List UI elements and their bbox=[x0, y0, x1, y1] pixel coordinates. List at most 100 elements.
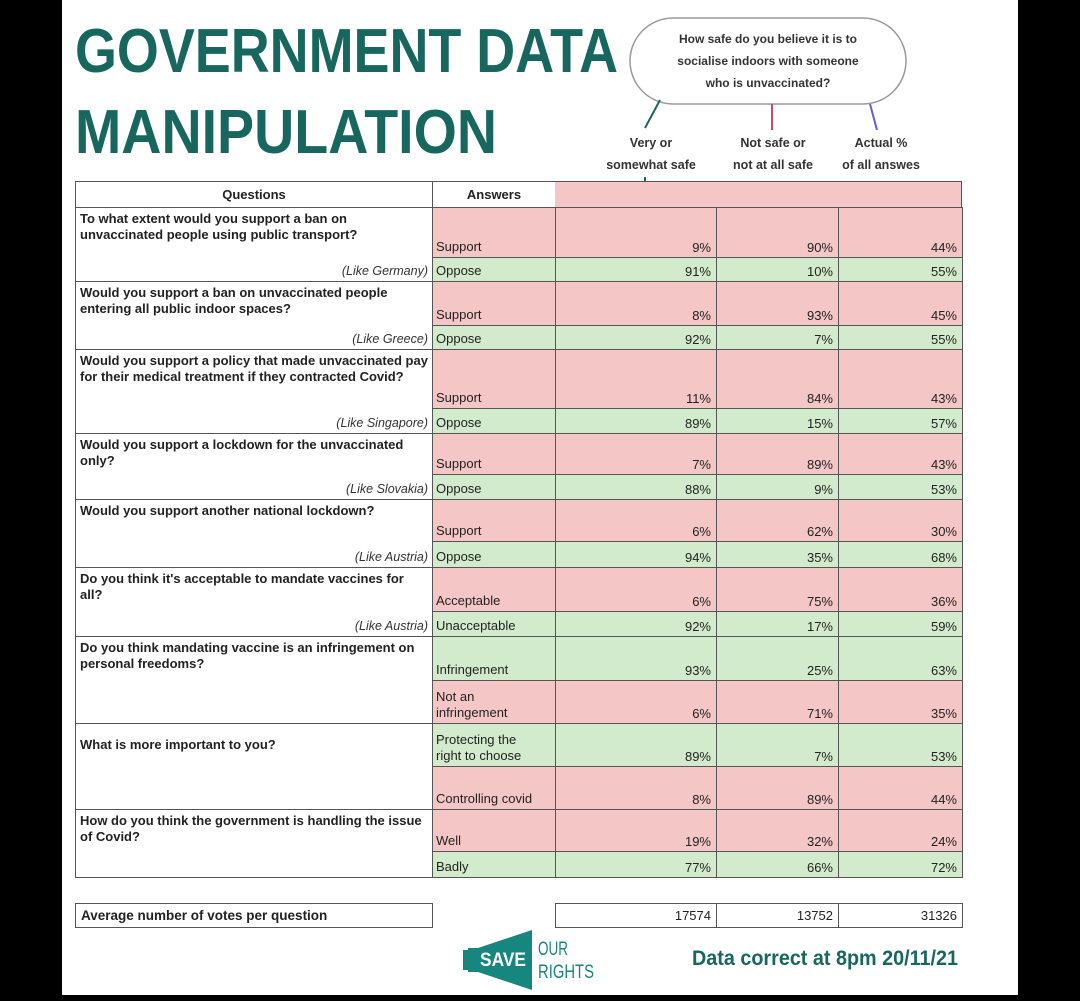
value-cell: 62% bbox=[716, 499, 839, 542]
column-header: not at all safe bbox=[733, 158, 813, 172]
answer-cell: Support bbox=[432, 281, 556, 326]
value-cell: 66% bbox=[716, 851, 839, 878]
value-cell: 6% bbox=[555, 567, 717, 612]
votes-cell: 17574 bbox=[555, 903, 717, 928]
value-cell: 9% bbox=[555, 207, 717, 258]
value-cell: 44% bbox=[838, 766, 963, 810]
question-text: Would you support a lockdown for the unv… bbox=[80, 437, 404, 468]
votes-label: Average number of votes per question bbox=[75, 903, 433, 928]
value-cell: 53% bbox=[838, 474, 963, 500]
connector bbox=[644, 99, 661, 129]
value-cell: 89% bbox=[555, 723, 717, 767]
value-cell: 36% bbox=[838, 567, 963, 612]
value-cell: 43% bbox=[838, 433, 963, 475]
answer-label: Oppose bbox=[436, 549, 482, 564]
answer-cell: Badly bbox=[432, 851, 556, 878]
value-cell: 6% bbox=[555, 499, 717, 542]
logo-save: SAVE bbox=[480, 950, 526, 971]
answer-cell: Infringement bbox=[432, 636, 556, 681]
value-cell: 93% bbox=[555, 636, 717, 681]
question-example: (Like Austria) bbox=[354, 550, 428, 564]
value-cell: 6% bbox=[555, 680, 717, 724]
question-example: (Like Austria) bbox=[354, 619, 428, 633]
question-text: Would you support another national lockd… bbox=[80, 503, 375, 518]
question-cell: Would you support a policy that made unv… bbox=[75, 349, 433, 434]
title-line: MANIPULATION bbox=[75, 98, 497, 167]
bubble-line: who is unvaccinated? bbox=[705, 76, 831, 90]
value-cell: 92% bbox=[555, 611, 717, 637]
question-text: How do you think the government is handl… bbox=[80, 813, 422, 844]
value-cell: 15% bbox=[716, 408, 839, 434]
value-cell: 45% bbox=[838, 281, 963, 326]
question-example: (Like Slovakia) bbox=[346, 482, 428, 496]
value-cell: 92% bbox=[555, 325, 717, 350]
column-header: Very or bbox=[629, 136, 673, 150]
column-header: somewhat safe bbox=[606, 158, 696, 172]
question-text: Do you think mandating vaccine is an inf… bbox=[80, 640, 415, 671]
question-example: (Like Singapore) bbox=[336, 416, 428, 430]
value-cell: 72% bbox=[838, 851, 963, 878]
value-cell: 68% bbox=[838, 541, 963, 568]
value-cell: 88% bbox=[555, 474, 717, 500]
value-cell: 25% bbox=[716, 636, 839, 681]
value-cell: 77% bbox=[555, 851, 717, 878]
title-line: GOVERNMENT DATA bbox=[75, 17, 618, 86]
value-cell: 7% bbox=[716, 325, 839, 350]
value-cell: 55% bbox=[838, 325, 963, 350]
value-cell: 10% bbox=[716, 257, 839, 282]
value-cell: 7% bbox=[555, 433, 717, 475]
column-header: Actual % bbox=[854, 136, 908, 150]
value-cell: 89% bbox=[716, 433, 839, 475]
logo-our: OUR bbox=[538, 939, 568, 960]
answer-label: Support bbox=[436, 523, 482, 538]
answer-label: Infringement bbox=[436, 662, 509, 677]
question-cell: Would you support a ban on unvaccinated … bbox=[75, 281, 433, 350]
answer-cell: Oppose bbox=[432, 257, 556, 282]
answer-label: Protecting the right to choose bbox=[436, 732, 522, 763]
column-header: of all answes bbox=[842, 158, 920, 172]
answer-label: Oppose bbox=[436, 331, 482, 346]
answer-cell: Oppose bbox=[432, 325, 556, 350]
connector bbox=[869, 103, 878, 131]
value-cell: 59% bbox=[838, 611, 963, 637]
value-cell: 63% bbox=[838, 636, 963, 681]
value-cell: 8% bbox=[555, 281, 717, 326]
value-cell: 32% bbox=[716, 809, 839, 852]
value-cell: 90% bbox=[716, 207, 839, 258]
answer-label: Well bbox=[436, 833, 462, 848]
question-example: (Like Greece) bbox=[352, 332, 428, 346]
question-text: Do you think it's acceptable to mandate … bbox=[80, 571, 404, 602]
question-text: What is more important to you? bbox=[80, 737, 276, 752]
answer-label: Oppose bbox=[436, 481, 482, 496]
answer-label: Unacceptable bbox=[436, 618, 516, 633]
value-cell: 71% bbox=[716, 680, 839, 724]
value-cell: 9% bbox=[716, 474, 839, 500]
value-cell: 35% bbox=[838, 680, 963, 724]
answer-cell: Support bbox=[432, 499, 556, 542]
value-cell: 94% bbox=[555, 541, 717, 568]
answer-label: Oppose bbox=[436, 263, 482, 278]
question-text: Would you support a policy that made unv… bbox=[80, 353, 428, 384]
value-cell: 7% bbox=[716, 723, 839, 767]
speech-bubble bbox=[629, 17, 907, 105]
question-cell: What is more important to you? bbox=[75, 723, 433, 810]
answer-cell: Oppose bbox=[432, 541, 556, 568]
logo-rights: RIGHTS bbox=[538, 962, 594, 983]
value-cell: 93% bbox=[716, 281, 839, 326]
value-cell: 24% bbox=[838, 809, 963, 852]
answer-cell: Oppose bbox=[432, 474, 556, 500]
answer-cell: Not an infringement bbox=[432, 680, 556, 724]
answer-label: Not an infringement bbox=[436, 689, 508, 720]
value-cell: 89% bbox=[716, 766, 839, 810]
question-text: Would you support a ban on unvaccinated … bbox=[80, 285, 388, 316]
question-cell: Would you support another national lockd… bbox=[75, 499, 433, 568]
value-cell: 19% bbox=[555, 809, 717, 852]
question-cell: Would you support a lockdown for the unv… bbox=[75, 433, 433, 500]
answer-cell: Oppose bbox=[432, 408, 556, 434]
value-cell: 91% bbox=[555, 257, 717, 282]
value-cell: 35% bbox=[716, 541, 839, 568]
value-cell: 8% bbox=[555, 766, 717, 810]
value-cell: 30% bbox=[838, 499, 963, 542]
answer-cell: Support bbox=[432, 349, 556, 409]
